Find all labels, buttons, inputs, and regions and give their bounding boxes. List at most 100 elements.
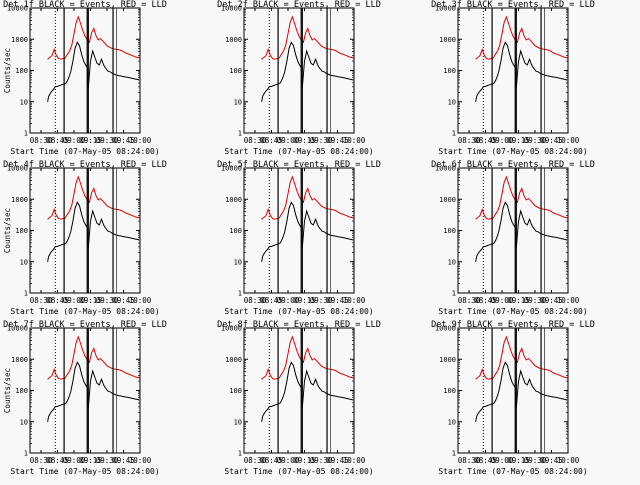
lld-series-line <box>475 15 569 60</box>
events-series-line <box>261 361 354 422</box>
events-series-line <box>475 201 568 262</box>
x-tick-label: 09:30 <box>524 136 547 145</box>
x-tick-label: 09:30 <box>524 296 547 305</box>
y-axis-label: Counts/sec <box>3 208 12 253</box>
x-tick-label: 09:15 <box>293 136 316 145</box>
y-tick-label: 1000 <box>225 356 242 364</box>
y-tick-label: 1000 <box>11 36 28 44</box>
y-tick-label: 1 <box>452 450 456 458</box>
chart-panel-5: Det 5f BLACK = Events, RED = LLD Start Ti… <box>217 160 381 316</box>
y-tick-label: 1 <box>238 290 242 298</box>
lld-series-line <box>261 335 355 380</box>
chart-panel-4: Det 4f BLACK = Events, RED = LLD Counts/s… <box>3 160 167 316</box>
y-tick-label: 10 <box>234 98 242 106</box>
y-tick-label: 100 <box>15 227 28 235</box>
y-tick-label: 10000 <box>7 5 28 13</box>
chart-panel-6: Det 6f BLACK = Events, RED = LLD Start Ti… <box>431 160 595 316</box>
y-axis-label: Counts/sec <box>3 48 12 93</box>
x-tick-label: 10:00 <box>343 136 366 145</box>
y-tick-label: 1000 <box>225 36 242 44</box>
x-tick-label: 08:30 <box>30 136 53 145</box>
x-tick-label: 09:00 <box>277 456 300 465</box>
y-axis-label: Counts/sec <box>3 368 12 413</box>
chart-panel-1: Det 1f BLACK = Events, RED = LLD Counts/s… <box>3 0 167 156</box>
x-tick-label: 08:45 <box>474 296 497 305</box>
y-tick-label: 10000 <box>221 325 242 333</box>
plot-frame <box>457 167 569 294</box>
y-tick-label: 1000 <box>11 356 28 364</box>
x-axis-label: Start Time (07-May-05 08:24:00) <box>438 307 587 316</box>
x-axis-label: Start Time (07-May-05 08:24:00) <box>10 147 159 156</box>
chart-title: Det 3f BLACK = Events, RED = LLD <box>431 0 595 10</box>
x-tick-label: 09:30 <box>96 296 119 305</box>
x-tick-label: 09:00 <box>63 456 86 465</box>
x-tick-label: 08:30 <box>244 136 267 145</box>
lld-series-line <box>47 175 141 220</box>
y-tick-label: 10 <box>234 258 242 266</box>
lld-series-line <box>47 335 141 380</box>
x-tick-label: 09:00 <box>277 136 300 145</box>
y-tick-label: 1 <box>238 450 242 458</box>
events-series-line <box>475 361 568 422</box>
y-tick-label: 10 <box>20 98 28 106</box>
x-tick-label: 09:45 <box>326 136 349 145</box>
x-tick-label: 10:00 <box>557 136 580 145</box>
x-tick-label: 09:15 <box>79 296 102 305</box>
x-tick-label: 10:00 <box>129 456 152 465</box>
plot-frame <box>29 327 141 454</box>
x-tick-label: 08:30 <box>244 296 267 305</box>
y-tick-label: 10 <box>20 418 28 426</box>
events-series-line <box>475 41 568 102</box>
y-tick-label: 1 <box>238 130 242 138</box>
y-tick-label: 1000 <box>439 356 456 364</box>
x-axis-label: Start Time (07-May-05 08:24:00) <box>224 467 373 476</box>
x-axis-label: Start Time (07-May-05 08:24:00) <box>438 467 587 476</box>
x-tick-label: 09:30 <box>310 456 333 465</box>
x-tick-label: 09:45 <box>540 456 563 465</box>
x-tick-label: 09:00 <box>277 296 300 305</box>
x-tick-label: 09:45 <box>540 296 563 305</box>
plot-frame <box>29 167 141 294</box>
x-tick-label: 09:45 <box>112 136 135 145</box>
y-tick-label: 1 <box>24 450 28 458</box>
y-tick-label: 10000 <box>7 165 28 173</box>
plot-frame <box>457 327 569 454</box>
y-tick-label: 100 <box>15 387 28 395</box>
lld-series-line <box>475 335 569 380</box>
x-tick-label: 08:45 <box>46 296 69 305</box>
y-tick-label: 1 <box>452 130 456 138</box>
x-tick-label: 08:45 <box>474 456 497 465</box>
x-tick-label: 09:45 <box>326 296 349 305</box>
plot-frame <box>243 7 355 134</box>
y-tick-label: 100 <box>443 67 456 75</box>
x-tick-label: 09:00 <box>491 136 514 145</box>
x-tick-label: 09:30 <box>310 136 333 145</box>
y-tick-label: 10000 <box>435 325 456 333</box>
y-tick-label: 10 <box>234 418 242 426</box>
x-tick-label: 09:45 <box>112 296 135 305</box>
y-tick-label: 100 <box>443 387 456 395</box>
chart-panel-2: Det 2f BLACK = Events, RED = LLD Start Ti… <box>217 0 381 156</box>
y-tick-label: 100 <box>443 227 456 235</box>
x-tick-label: 09:00 <box>491 296 514 305</box>
x-tick-label: 08:45 <box>260 456 283 465</box>
chart-panel-8: Det 8f BLACK = Events, RED = LLD Start Ti… <box>217 320 381 476</box>
x-tick-label: 09:30 <box>96 456 119 465</box>
x-axis-label: Start Time (07-May-05 08:24:00) <box>438 147 587 156</box>
x-tick-label: 09:15 <box>507 136 530 145</box>
x-tick-label: 10:00 <box>557 296 580 305</box>
plot-frame <box>457 7 569 134</box>
x-tick-label: 08:30 <box>458 136 481 145</box>
x-tick-label: 09:45 <box>112 456 135 465</box>
y-tick-label: 10000 <box>7 325 28 333</box>
x-axis-label: Start Time (07-May-05 08:24:00) <box>10 307 159 316</box>
y-tick-label: 1000 <box>439 196 456 204</box>
y-tick-label: 100 <box>229 387 242 395</box>
x-tick-label: 09:45 <box>326 456 349 465</box>
events-series-line <box>261 41 354 102</box>
y-tick-label: 1 <box>24 290 28 298</box>
events-series-line <box>261 201 354 262</box>
lld-series-line <box>261 175 355 220</box>
